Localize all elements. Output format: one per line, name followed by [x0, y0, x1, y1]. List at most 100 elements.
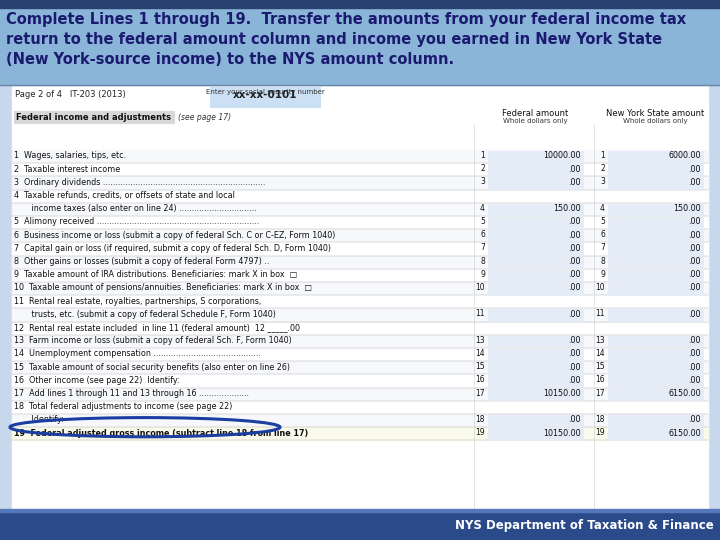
- Bar: [12, 361, 708, 374]
- Text: 150.00: 150.00: [673, 204, 701, 213]
- Text: 12  Rental real estate included  in line 11 (federal amount)  12 _____.00: 12 Rental real estate included in line 1…: [14, 323, 300, 332]
- Bar: [12, 401, 708, 414]
- Bar: [488, 389, 583, 400]
- Text: 17: 17: [475, 389, 485, 397]
- Text: 18: 18: [595, 415, 605, 424]
- Bar: [12, 229, 708, 242]
- Text: 2  Taxable interest income: 2 Taxable interest income: [14, 165, 120, 174]
- Bar: [12, 85, 708, 509]
- Text: 9: 9: [480, 270, 485, 279]
- Text: 5  Alimony received ............................................................: 5 Alimony received .....................…: [14, 218, 259, 226]
- Text: .00: .00: [688, 244, 701, 253]
- Bar: [608, 256, 703, 268]
- Text: .00: .00: [569, 349, 581, 359]
- Bar: [0, 0, 720, 8]
- Text: 14: 14: [475, 349, 485, 358]
- Bar: [608, 151, 703, 163]
- Text: 10150.00: 10150.00: [544, 389, 581, 398]
- Text: 3: 3: [600, 178, 605, 186]
- Text: .00: .00: [569, 376, 581, 385]
- Bar: [12, 242, 708, 255]
- Text: .00: .00: [569, 310, 581, 319]
- Text: Identify:: Identify:: [14, 415, 64, 424]
- Text: income taxes (also enter on line 24) ...............................: income taxes (also enter on line 24) ...…: [14, 204, 256, 213]
- Text: .00: .00: [569, 231, 581, 240]
- Text: Federal income and adjustments: Federal income and adjustments: [17, 112, 171, 122]
- Text: .00: .00: [569, 415, 581, 424]
- Text: 10: 10: [475, 283, 485, 292]
- Text: 6000.00: 6000.00: [668, 152, 701, 160]
- Text: Enter your social security number: Enter your social security number: [206, 89, 325, 95]
- Text: 17: 17: [595, 389, 605, 397]
- Text: .00: .00: [688, 178, 701, 187]
- Text: 14  Unemployment compensation ...........................................: 14 Unemployment compensation ...........…: [14, 349, 261, 359]
- Bar: [210, 87, 320, 107]
- Bar: [608, 349, 703, 361]
- Text: 4  Taxable refunds, credits, or offsets of state and local: 4 Taxable refunds, credits, or offsets o…: [14, 191, 235, 200]
- Text: 15: 15: [475, 362, 485, 371]
- Text: 6150.00: 6150.00: [668, 389, 701, 398]
- Text: 9  Taxable amount of IRA distributions. Beneficiaries: mark X in box  □: 9 Taxable amount of IRA distributions. B…: [14, 271, 297, 279]
- Text: 17  Add lines 1 through 11 and 13 through 16 ....................: 17 Add lines 1 through 11 and 13 through…: [14, 389, 249, 398]
- Bar: [608, 389, 703, 400]
- Text: 19: 19: [595, 428, 605, 437]
- Text: 7: 7: [600, 244, 605, 252]
- Bar: [12, 203, 708, 216]
- Bar: [608, 375, 703, 387]
- Text: .00: .00: [569, 244, 581, 253]
- Text: NYS Department of Taxation & Finance: NYS Department of Taxation & Finance: [455, 519, 714, 532]
- Bar: [0, 512, 720, 540]
- Text: 14: 14: [595, 349, 605, 358]
- Bar: [488, 244, 583, 255]
- Text: 3: 3: [480, 178, 485, 186]
- Bar: [12, 308, 708, 322]
- Bar: [608, 270, 703, 281]
- Bar: [12, 177, 708, 190]
- Bar: [488, 309, 583, 321]
- Text: 5: 5: [600, 217, 605, 226]
- Bar: [488, 151, 583, 163]
- Bar: [12, 295, 708, 308]
- Text: .00: .00: [688, 376, 701, 385]
- Text: 13: 13: [595, 336, 605, 345]
- Text: .00: .00: [569, 284, 581, 293]
- Bar: [12, 163, 708, 177]
- Text: 10  Taxable amount of pensions/annuities. Beneficiaries: mark X in box  □: 10 Taxable amount of pensions/annuities.…: [14, 284, 312, 293]
- Bar: [12, 216, 708, 229]
- Text: 19  Federal adjusted gross income (subtract line 18 from line 17): 19 Federal adjusted gross income (subtra…: [14, 429, 308, 438]
- Bar: [12, 374, 708, 388]
- Text: 15: 15: [595, 362, 605, 371]
- Text: 10: 10: [595, 283, 605, 292]
- Bar: [12, 150, 708, 163]
- Text: 8: 8: [600, 256, 605, 266]
- Bar: [12, 348, 708, 361]
- Bar: [608, 336, 703, 348]
- Bar: [488, 164, 583, 176]
- Text: Page 2 of 4   IT-203 (2013): Page 2 of 4 IT-203 (2013): [15, 90, 126, 99]
- Bar: [608, 415, 703, 427]
- Bar: [488, 178, 583, 189]
- Bar: [488, 256, 583, 268]
- Bar: [488, 336, 583, 348]
- Text: 19: 19: [475, 428, 485, 437]
- Text: 8: 8: [480, 256, 485, 266]
- Text: 1  Wages, salaries, tips, etc.: 1 Wages, salaries, tips, etc.: [14, 152, 126, 160]
- Bar: [608, 244, 703, 255]
- Bar: [12, 335, 708, 348]
- Bar: [12, 255, 708, 269]
- Text: 16: 16: [475, 375, 485, 384]
- Text: 10000.00: 10000.00: [544, 152, 581, 160]
- Text: 2: 2: [600, 164, 605, 173]
- Bar: [12, 190, 708, 203]
- Text: 16  Other income (see page 22)  Identify:: 16 Other income (see page 22) Identify:: [14, 376, 179, 385]
- Bar: [0, 8, 720, 85]
- Bar: [12, 269, 708, 282]
- Text: .00: .00: [688, 415, 701, 424]
- Bar: [608, 217, 703, 229]
- Bar: [12, 414, 708, 427]
- Bar: [608, 428, 703, 440]
- Text: New York State amount: New York State amount: [606, 109, 705, 118]
- Text: .00: .00: [569, 363, 581, 372]
- Text: 4: 4: [480, 204, 485, 213]
- Text: 15  Taxable amount of social security benefits (also enter on line 26): 15 Taxable amount of social security ben…: [14, 363, 290, 372]
